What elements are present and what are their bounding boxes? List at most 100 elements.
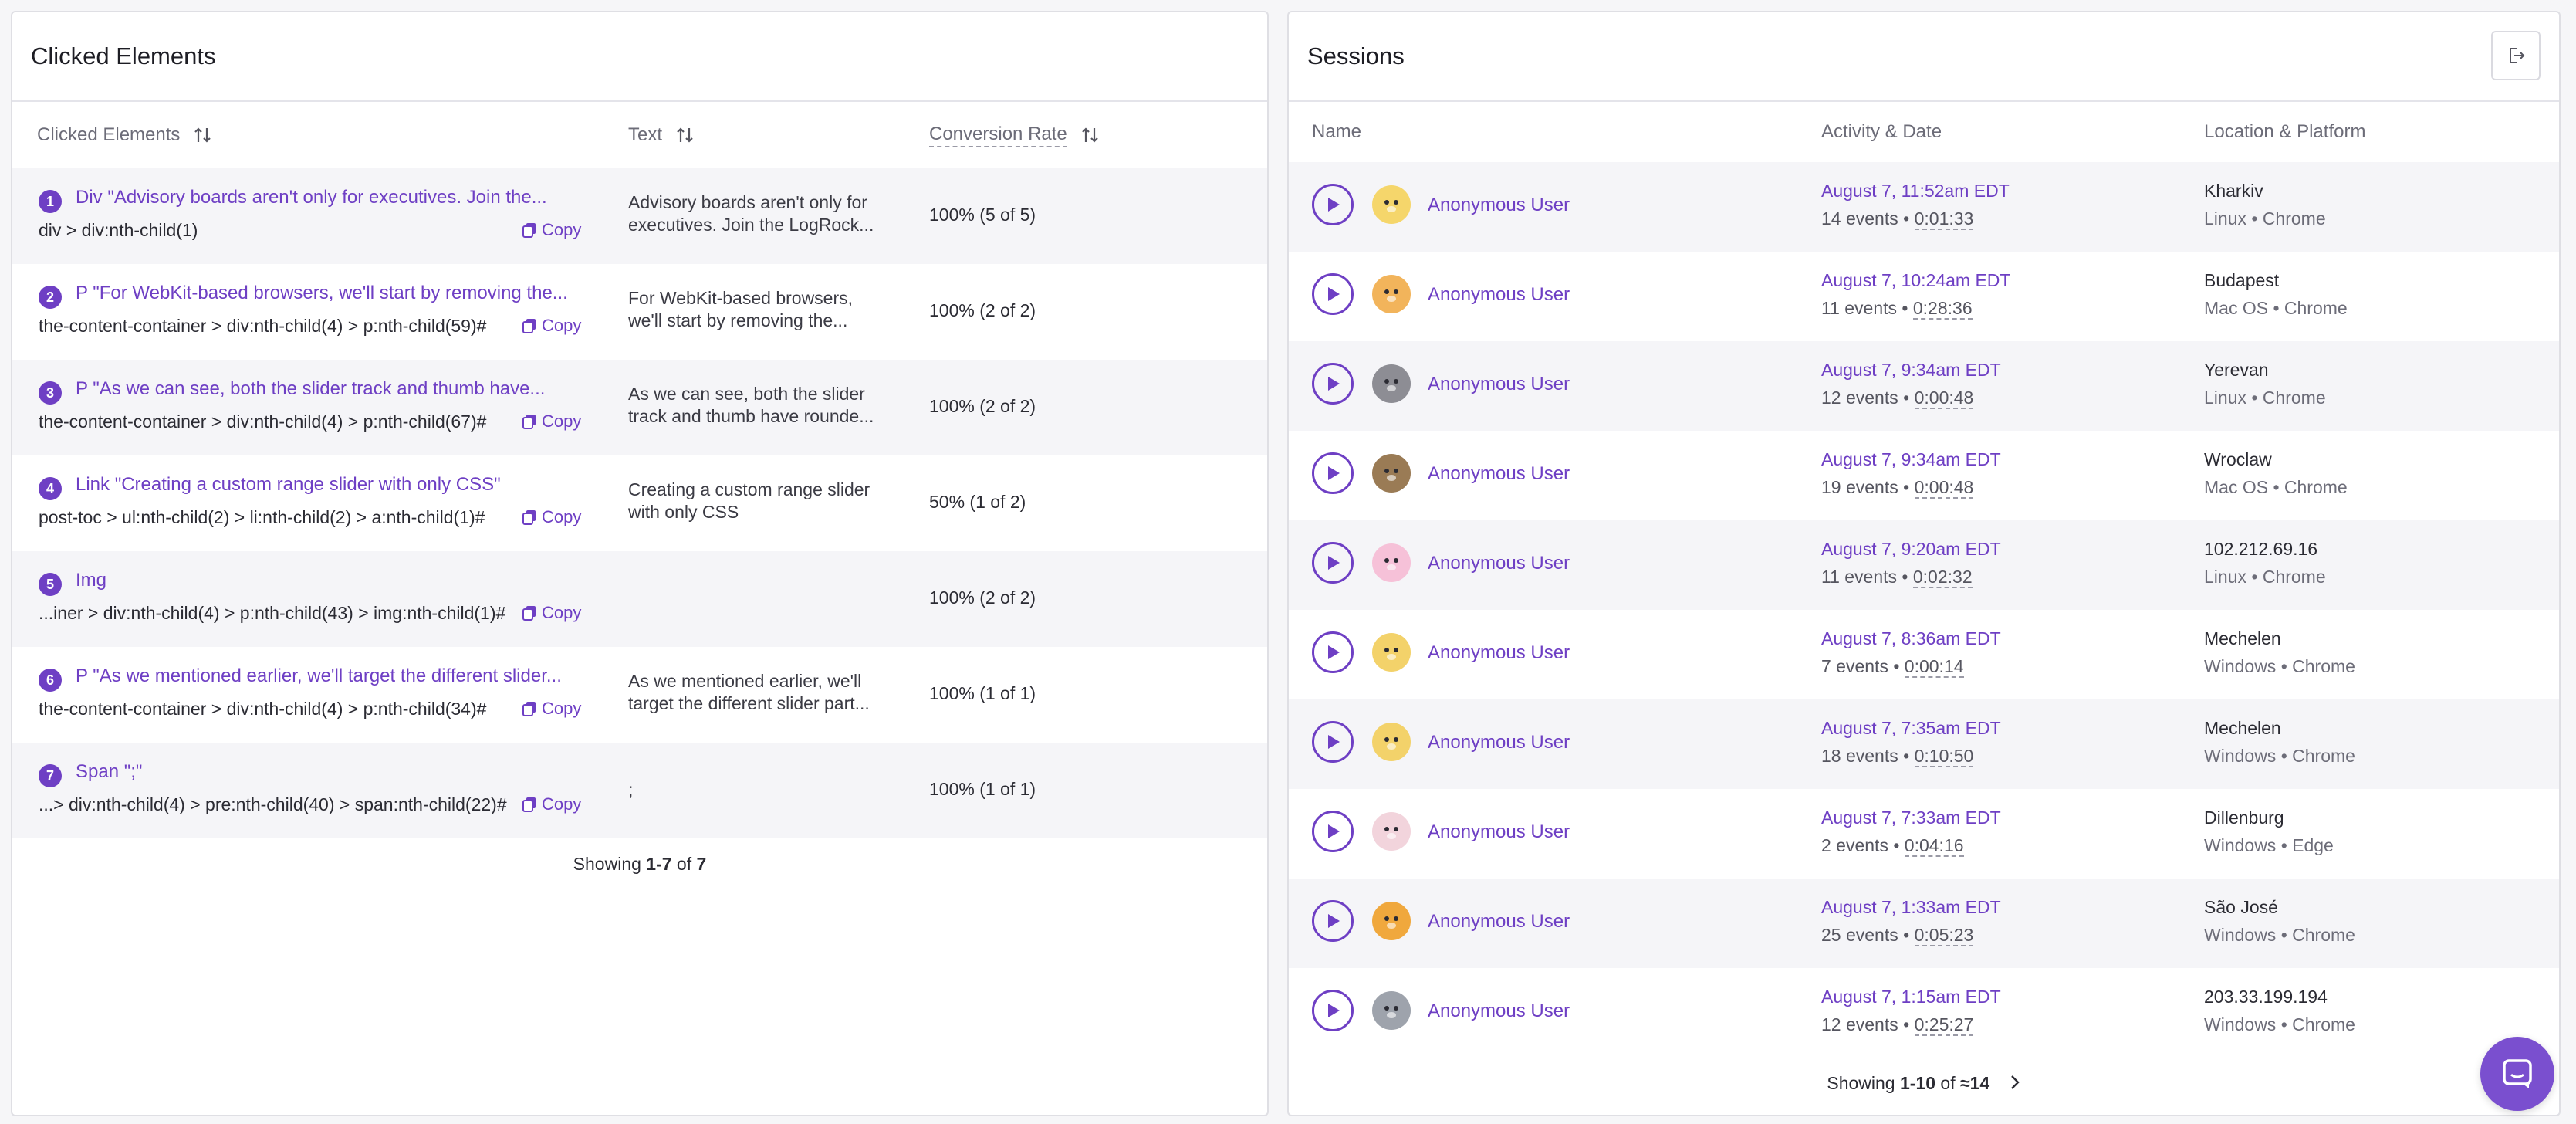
table-row[interactable]: 2 P "For WebKit-based browsers, we'll sta…	[12, 264, 1267, 360]
sort-icon[interactable]	[194, 127, 212, 144]
export-button[interactable]	[2491, 31, 2541, 80]
table-row[interactable]: 5 Img ...iner > div:nth-child(4) > p:nth-c…	[12, 551, 1267, 647]
table-row[interactable]: 1 Div "Advisory boards aren't only for ex…	[12, 168, 1267, 264]
element-text-line-1: ;	[628, 780, 634, 800]
user-name-link[interactable]: Anonymous User	[1428, 911, 1570, 932]
play-button[interactable]	[1312, 363, 1354, 405]
next-page-icon[interactable]	[2009, 1074, 2021, 1095]
copy-button[interactable]: Copy	[519, 794, 585, 814]
play-button[interactable]	[1312, 542, 1354, 584]
session-date[interactable]: August 7, 9:34am EDT	[1821, 449, 2001, 469]
session-date[interactable]: August 7, 1:33am EDT	[1821, 897, 2001, 917]
cow-avatar-icon	[1372, 275, 1411, 313]
session-row[interactable]: Anonymous User August 7, 1:15am EDT 12 eve…	[1289, 968, 2559, 1058]
copy-button[interactable]: Copy	[519, 411, 585, 432]
session-duration: 0:02:32	[1912, 567, 1973, 588]
session-row[interactable]: Anonymous User August 7, 9:34am EDT 12 eve…	[1289, 341, 2559, 431]
table-row[interactable]: 3 P "As we can see, both the slider track…	[12, 360, 1267, 455]
copy-button[interactable]: Copy	[519, 603, 585, 623]
element-name-link[interactable]: P "As we can see, both the slider track …	[76, 378, 546, 399]
copy-label: Copy	[542, 603, 582, 622]
session-date[interactable]: August 7, 11:52am EDT	[1821, 181, 2010, 201]
copy-icon	[522, 223, 536, 238]
copy-label: Copy	[542, 220, 582, 239]
user-name-link[interactable]: Anonymous User	[1428, 463, 1570, 484]
session-date[interactable]: August 7, 10:24am EDT	[1821, 270, 2011, 290]
pagination-summary: Showing 1-10 of ≈14	[1289, 1073, 2559, 1095]
session-row[interactable]: Anonymous User August 7, 8:36am EDT 7 even…	[1289, 610, 2559, 699]
session-row[interactable]: Anonymous User August 7, 9:34am EDT 19 eve…	[1289, 431, 2559, 520]
element-text: ;	[628, 779, 891, 801]
chat-icon	[2503, 1059, 2532, 1088]
play-button[interactable]	[1312, 631, 1354, 673]
play-button[interactable]	[1312, 900, 1354, 942]
user-name-link[interactable]: Anonymous User	[1428, 642, 1570, 663]
element-selector: the-content-container > div:nth-child(4)…	[39, 411, 487, 432]
chat-widget-button[interactable]	[2480, 1037, 2554, 1111]
event-count: 12 events	[1821, 388, 1898, 408]
session-duration: 0:00:48	[1914, 388, 1974, 409]
element-name-link[interactable]: P "As we mentioned earlier, we'll target…	[76, 665, 562, 686]
copy-button[interactable]: Copy	[519, 316, 585, 336]
session-row[interactable]: Anonymous User August 7, 1:33am EDT 25 eve…	[1289, 879, 2559, 968]
session-row[interactable]: Anonymous User August 7, 7:33am EDT 2 even…	[1289, 789, 2559, 879]
user-name-link[interactable]: Anonymous User	[1428, 374, 1570, 394]
session-row[interactable]: Anonymous User August 7, 10:24am EDT 11 ev…	[1289, 252, 2559, 341]
play-button[interactable]	[1312, 184, 1354, 225]
sheep-avatar-icon	[1372, 812, 1411, 851]
session-row[interactable]: Anonymous User August 7, 7:35am EDT 18 eve…	[1289, 699, 2559, 789]
play-button[interactable]	[1312, 811, 1354, 852]
column-header-conversion-rate[interactable]: Conversion Rate	[929, 102, 1100, 168]
play-button[interactable]	[1312, 452, 1354, 494]
column-header-clicked-elements[interactable]: Clicked Elements	[37, 102, 212, 168]
session-date[interactable]: August 7, 9:20am EDT	[1821, 539, 2001, 559]
element-text-line-1: As we mentioned earlier, we'll	[628, 671, 862, 691]
sort-icon[interactable]	[676, 127, 695, 144]
session-events: 19 events • 0:00:48	[1821, 477, 1974, 499]
column-header-name: Name	[1312, 102, 1361, 162]
element-text-line-2: we'll start by removing the...	[628, 310, 848, 330]
element-name-link[interactable]: Link "Creating a custom range slider wit…	[76, 474, 501, 495]
play-button[interactable]	[1312, 990, 1354, 1031]
copy-button[interactable]: Copy	[519, 699, 585, 719]
session-date[interactable]: August 7, 1:15am EDT	[1821, 987, 2001, 1007]
tiger-avatar-icon	[1372, 902, 1411, 940]
element-name-link[interactable]: Span ";"	[76, 761, 143, 782]
session-row[interactable]: Anonymous User August 7, 11:52am EDT 14 ev…	[1289, 162, 2559, 252]
table-row[interactable]: 7 Span ";" ...> div:nth-child(4) > pre:nth…	[12, 743, 1267, 838]
play-button[interactable]	[1312, 721, 1354, 763]
table-row[interactable]: 4 Link "Creating a custom range slider wi…	[12, 455, 1267, 551]
user-name-link[interactable]: Anonymous User	[1428, 1000, 1570, 1021]
element-text-line-2: with only CSS	[628, 502, 739, 522]
event-count: 18 events	[1821, 746, 1898, 766]
session-events: 2 events • 0:04:16	[1821, 835, 1964, 857]
session-date[interactable]: August 7, 7:35am EDT	[1821, 718, 2001, 738]
session-date[interactable]: August 7, 8:36am EDT	[1821, 628, 2001, 648]
session-row[interactable]: Anonymous User August 7, 9:20am EDT 11 eve…	[1289, 520, 2559, 610]
element-name-link[interactable]: Div "Advisory boards aren't only for exe…	[76, 187, 547, 208]
copy-icon	[522, 702, 536, 716]
sort-icon[interactable]	[1081, 127, 1100, 144]
user-name-link[interactable]: Anonymous User	[1428, 553, 1570, 574]
copy-label: Copy	[542, 507, 582, 526]
play-icon	[1328, 466, 1340, 480]
session-date[interactable]: August 7, 7:33am EDT	[1821, 807, 2001, 828]
copy-button[interactable]: Copy	[519, 220, 585, 240]
table-row[interactable]: 6 P "As we mentioned earlier, we'll targe…	[12, 647, 1267, 743]
element-name-link[interactable]: Img	[76, 570, 107, 591]
user-name-link[interactable]: Anonymous User	[1428, 821, 1570, 842]
element-name-link[interactable]: P "For WebKit-based browsers, we'll star…	[76, 283, 568, 303]
session-platform: Linux • Chrome	[2204, 208, 2326, 229]
copy-button[interactable]: Copy	[519, 507, 585, 527]
showing-total: ≈14	[1960, 1073, 1990, 1093]
user-name-link[interactable]: Anonymous User	[1428, 732, 1570, 753]
play-button[interactable]	[1312, 273, 1354, 315]
husky-avatar-icon	[1372, 991, 1411, 1030]
event-count: 12 events	[1821, 1014, 1898, 1034]
play-icon	[1328, 824, 1340, 838]
column-header-text[interactable]: Text	[628, 102, 695, 168]
session-date[interactable]: August 7, 9:34am EDT	[1821, 360, 2001, 380]
user-name-link[interactable]: Anonymous User	[1428, 195, 1570, 215]
session-location: São José	[2204, 897, 2278, 917]
user-name-link[interactable]: Anonymous User	[1428, 284, 1570, 305]
